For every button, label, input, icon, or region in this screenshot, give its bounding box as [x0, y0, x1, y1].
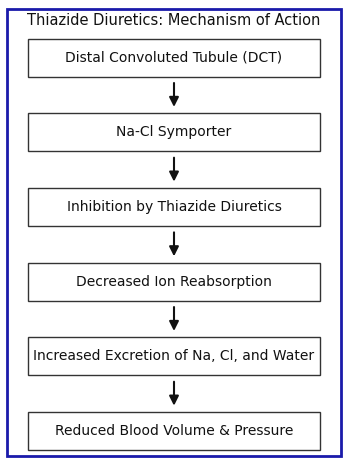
Text: Na-Cl Symporter: Na-Cl Symporter — [116, 125, 232, 139]
Text: Reduced Blood Volume & Pressure: Reduced Blood Volume & Pressure — [55, 424, 293, 438]
FancyBboxPatch shape — [28, 337, 320, 375]
Text: Distal Convoluted Tubule (DCT): Distal Convoluted Tubule (DCT) — [65, 51, 283, 65]
Text: Increased Excretion of Na, Cl, and Water: Increased Excretion of Na, Cl, and Water — [33, 349, 315, 363]
FancyBboxPatch shape — [28, 113, 320, 151]
FancyBboxPatch shape — [7, 9, 341, 456]
FancyBboxPatch shape — [28, 263, 320, 301]
FancyBboxPatch shape — [28, 188, 320, 226]
Text: Inhibition by Thiazide Diuretics: Inhibition by Thiazide Diuretics — [66, 200, 282, 214]
Text: Decreased Ion Reabsorption: Decreased Ion Reabsorption — [76, 275, 272, 289]
Text: Thiazide Diuretics: Mechanism of Action: Thiazide Diuretics: Mechanism of Action — [27, 13, 321, 28]
FancyBboxPatch shape — [28, 39, 320, 77]
FancyBboxPatch shape — [28, 412, 320, 450]
